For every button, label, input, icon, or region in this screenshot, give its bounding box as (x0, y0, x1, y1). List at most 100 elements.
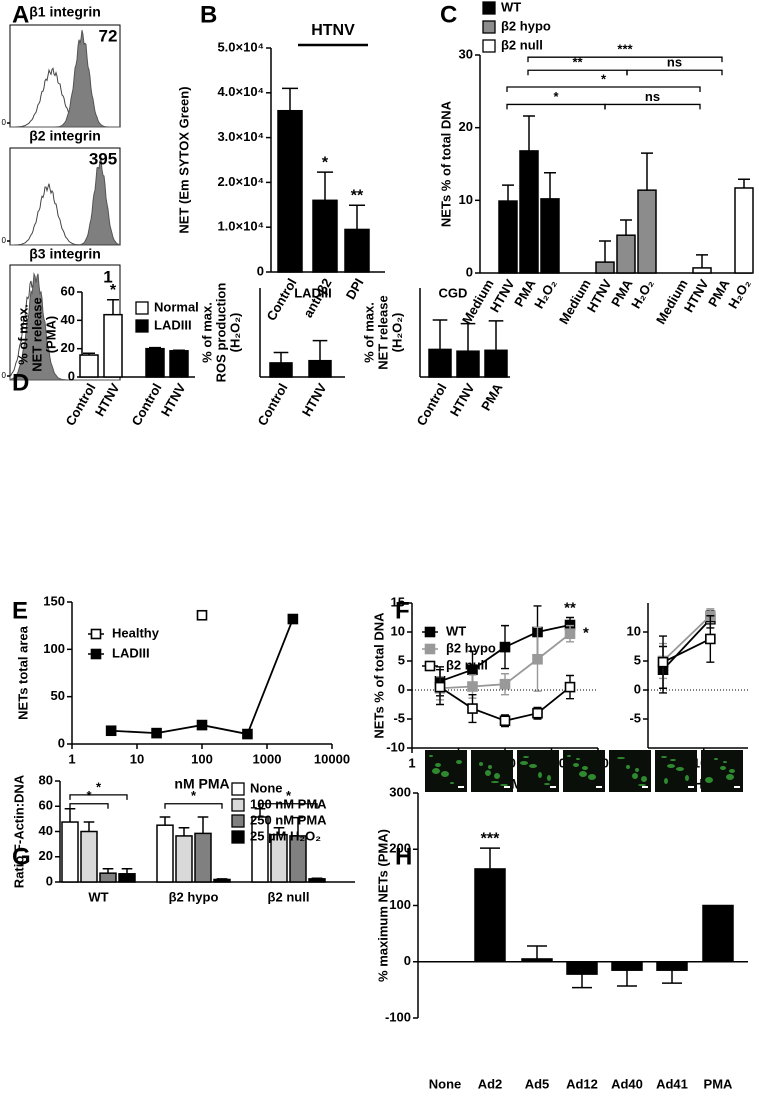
y-tick-label: 0 (2, 371, 7, 380)
significance-label: ** (572, 55, 583, 70)
legend-swatch (231, 782, 245, 796)
legend-label: LADIII (112, 645, 150, 660)
y-tick-label: 5 (634, 652, 641, 667)
y-tick-label: 20 (61, 340, 75, 355)
error-bar (64, 808, 76, 823)
micrograph-signal (670, 759, 676, 761)
bar (118, 873, 136, 883)
legend-label: Healthy (112, 625, 160, 640)
error-bar (572, 974, 592, 989)
y-tick-label: 0 (404, 953, 411, 968)
micrograph-signal (456, 760, 462, 764)
y-tick-label: 50 (51, 688, 65, 703)
micrograph-signal (435, 763, 441, 767)
x-tick-label: Ad12 (566, 1076, 598, 1091)
micrograph-signal (523, 756, 529, 758)
x-tick-label: Control (413, 381, 449, 429)
legend-swatch (135, 301, 149, 315)
y-tick-label: 0 (46, 873, 53, 888)
legend-label: WT (446, 623, 466, 638)
micrograph-signal (635, 768, 639, 772)
bar (175, 835, 193, 883)
legend-label: β2 hypo (446, 640, 496, 655)
x-tick-label: PMA (704, 1076, 734, 1091)
x-tick-label: Control (62, 381, 98, 429)
y-tick-label: 0 (257, 263, 264, 278)
x-tick-label: PMA (478, 380, 506, 413)
bar (521, 958, 553, 963)
marker (499, 715, 511, 727)
y-axis-label: NET release (375, 295, 390, 369)
bar (169, 350, 189, 378)
y-tick-label: 0 (58, 735, 65, 750)
legend-swatch (482, 1, 496, 15)
y-tick-label: 150 (43, 593, 65, 608)
panel-title: β2 integrin (29, 128, 101, 144)
micrograph-signal (485, 770, 491, 776)
y-axis-label: (H₂O₂) (389, 313, 404, 353)
y-axis-label: % of max. (15, 304, 30, 365)
scale-bar (458, 786, 464, 788)
x-tick-label: 1000 (253, 751, 282, 766)
legend-marker (424, 626, 436, 638)
micrograph-signal (441, 771, 449, 777)
significance-label: ns (667, 55, 682, 70)
y-tick-label: 40 (61, 312, 75, 327)
significance-label: * (110, 282, 117, 299)
y-tick-label: 200 (389, 841, 411, 856)
x-tick-label: HTNV (92, 380, 123, 418)
y-axis-label: (H₂O₂) (227, 313, 242, 353)
error-bar (641, 152, 653, 191)
panel-letter: A (12, 1, 29, 28)
bar (99, 872, 117, 883)
x-tick-label: Control (254, 381, 290, 429)
micrograph-signal (450, 782, 454, 784)
error-bar (617, 970, 637, 987)
bar (540, 198, 560, 274)
chart-title: LADIII (294, 285, 332, 300)
error-bar (173, 349, 185, 351)
error-bar (83, 352, 95, 356)
scale-bar (688, 786, 694, 788)
micrograph-signal (676, 767, 684, 771)
marker (467, 681, 478, 692)
bar (344, 228, 370, 273)
y-tick-label: 1.0×10⁴ (217, 219, 264, 234)
significance-bracket (626, 69, 723, 76)
marker (499, 641, 511, 653)
marker (564, 628, 576, 640)
bar (595, 261, 615, 274)
x-tick-label: β2 null (268, 889, 310, 904)
error-bar (121, 867, 133, 874)
significance-bracket (69, 794, 128, 800)
marker (657, 656, 669, 668)
legend-swatch (231, 814, 245, 828)
y-axis-label: (PMA) (43, 316, 58, 354)
legend-swatch (482, 20, 496, 34)
error-bar (480, 847, 500, 869)
bar (456, 350, 480, 378)
micrograph-signal (664, 778, 668, 784)
legend-label: WT (501, 0, 521, 14)
x-tick-label: Ad41 (656, 1076, 688, 1091)
significance-bracket (527, 56, 723, 63)
marker (499, 678, 511, 690)
y-tick-label: 0 (68, 368, 75, 383)
significance-label: * (96, 779, 102, 794)
marker (467, 703, 478, 714)
mean-fluorescence: 395 (89, 149, 117, 168)
bar (498, 200, 518, 274)
y-tick-label: 300 (389, 784, 411, 799)
micrograph (701, 750, 743, 792)
x-tick-label: WT (88, 889, 108, 904)
micrograph-signal (538, 772, 542, 778)
micrograph-signal (729, 769, 735, 773)
y-tick-label: -10 (386, 739, 405, 754)
bar (308, 359, 332, 378)
micrograph-signal (491, 781, 499, 783)
y-tick-label: 30 (459, 46, 473, 61)
micrograph-signal (529, 764, 537, 768)
legend-marker (424, 643, 436, 655)
scale-bar (504, 786, 510, 788)
error-bar (107, 299, 119, 315)
